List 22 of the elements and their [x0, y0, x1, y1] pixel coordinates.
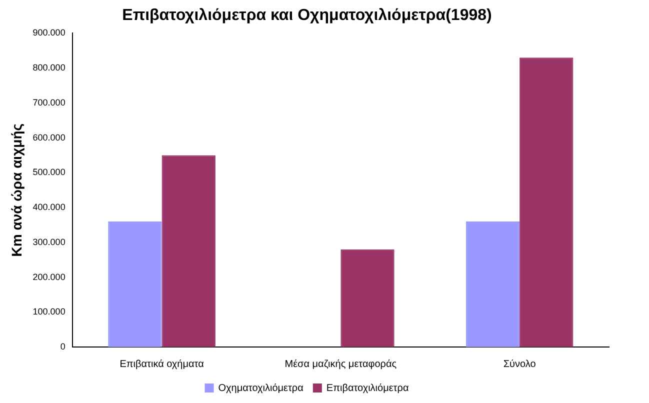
x-tick-label: Επιβατικά οχήματα — [120, 358, 204, 370]
bar — [340, 249, 394, 347]
x-tick-label: Μέσα μαζικής μεταφοράς — [284, 358, 397, 370]
y-tick-label: 400.000 — [32, 202, 66, 212]
legend-label: Οχηματοχιλιόμετρα — [218, 382, 304, 394]
bar — [466, 221, 520, 347]
y-tick-label: 0 — [60, 341, 66, 352]
y-tick-label: 100.000 — [32, 306, 66, 317]
x-tick-label: Σύνολο — [503, 358, 536, 370]
bar — [108, 221, 162, 347]
bar — [520, 58, 574, 347]
chart-title: Επιβατοχιλιόμετρα και Οχηματοχιλιόμετρα(1998) — [122, 7, 492, 24]
y-axis-title: Km ανά ώρα αιχμής — [8, 123, 24, 257]
y-tick-label: 600.000 — [32, 132, 66, 142]
y-tick-label: 200.000 — [32, 272, 66, 282]
y-tick-label: 500.000 — [32, 167, 66, 178]
y-tick-label: 900.000 — [32, 28, 66, 38]
legend-label: Επιβατοχιλιόμετρα — [326, 382, 409, 394]
bar — [162, 155, 216, 347]
y-tick-label: 800.000 — [32, 62, 66, 73]
y-tick-label: 700.000 — [32, 97, 66, 108]
y-tick-label: 300.000 — [32, 236, 66, 247]
